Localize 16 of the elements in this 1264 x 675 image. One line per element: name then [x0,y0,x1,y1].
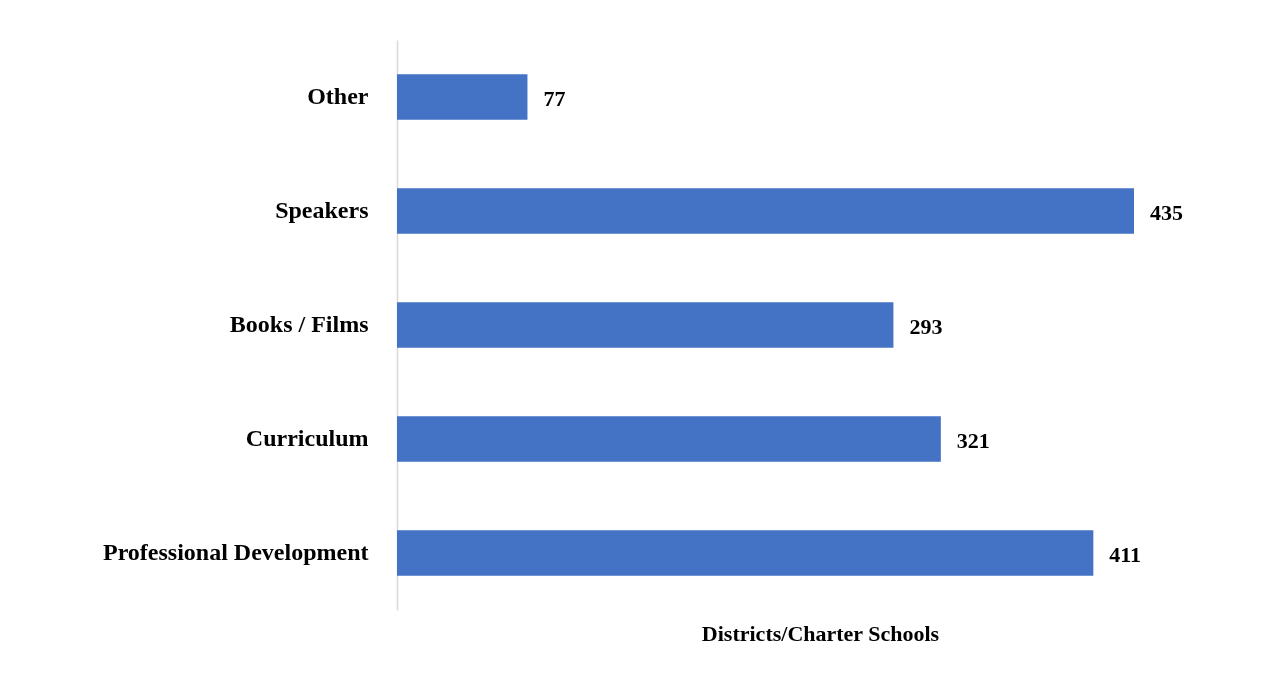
bar [397,188,1134,234]
y-tick-label: Speakers [275,197,369,223]
bar [397,302,894,348]
x-axis-title: Districts/Charter Schools [701,620,940,646]
data-label: 411 [1109,542,1142,567]
bar [397,530,1094,576]
y-tick-label: Books / Films [229,311,369,337]
data-label: 321 [956,428,990,453]
y-tick-label: Professional Development [102,539,369,565]
bar [397,74,528,120]
data-label: 77 [543,86,566,111]
y-tick-label: Other [307,83,369,109]
data-label: 435 [1150,200,1183,225]
bar [397,416,941,462]
y-tick-label: Curriculum [245,425,369,451]
data-label: 293 [909,314,943,339]
